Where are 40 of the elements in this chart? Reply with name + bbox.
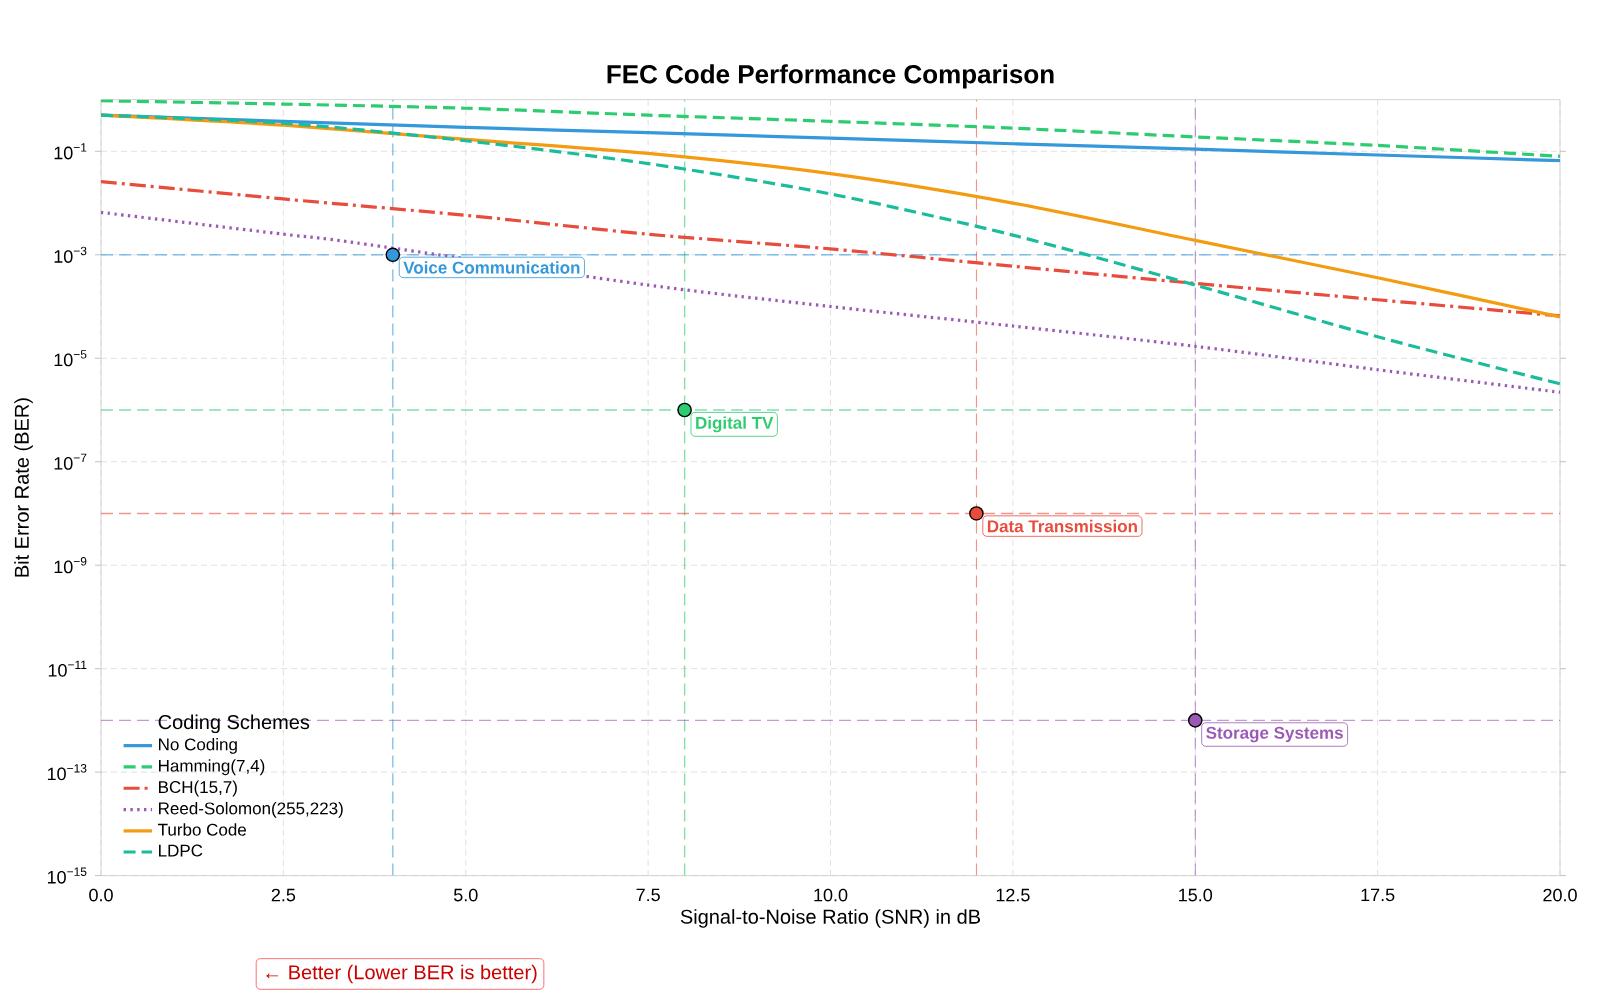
legend-label: LDPC xyxy=(159,844,203,857)
y-tick-label: 10$^{−3}$ xyxy=(54,246,87,263)
point xyxy=(1187,713,1203,728)
annotation: Digital TV xyxy=(696,416,774,433)
line-series xyxy=(101,179,1561,318)
x-tick-label: 7.5 xyxy=(636,888,660,902)
x-tick-label: 15.0 xyxy=(1179,888,1213,902)
x-axis-title: Signal-to-Noise Ratio (SNR) in dB xyxy=(680,909,981,928)
legend-label: Hamming(7,4) xyxy=(159,759,265,776)
point xyxy=(969,506,984,521)
y-axis-title: Bit Error Rate (BER) xyxy=(14,398,33,577)
y-tick-label: 10$^{−11}$ xyxy=(48,660,87,677)
legend-label: Turbo Code xyxy=(158,823,246,836)
legend-label: BCH(15,7) xyxy=(159,780,237,797)
y-tick-label: 10$^{−5}$ xyxy=(54,350,87,367)
legend-label: Reed-Solomon(255,223) xyxy=(159,801,343,818)
x-tick-label: 20.0 xyxy=(1543,888,1577,902)
x-tick-label: 2.5 xyxy=(271,888,296,902)
annotation: Data Transmission xyxy=(987,519,1137,533)
text: ← Better (Lower BER is better) xyxy=(266,964,537,984)
annotation: Voice Communication xyxy=(403,261,580,274)
x-tick-label: 17.5 xyxy=(1361,888,1395,902)
point xyxy=(677,402,692,418)
x-tick-label: 10.0 xyxy=(814,888,848,902)
x-tick-label: 5.0 xyxy=(453,888,478,902)
legend-title: Coding Schemes xyxy=(158,714,310,734)
legend-label: No Coding xyxy=(159,737,237,754)
x-tick-label: 12.5 xyxy=(996,888,1030,902)
line-series xyxy=(101,99,1561,158)
chart-title: FEC Code Performance Comparison xyxy=(607,64,1054,89)
y-tick-label: 10$^{−13}$ xyxy=(47,764,87,781)
point xyxy=(385,247,401,263)
y-tick-label: 10$^{−1}$ xyxy=(54,143,87,160)
line-series xyxy=(101,210,1561,394)
line-series xyxy=(101,113,1561,386)
y-tick-label: 10$^{−15}$ xyxy=(47,867,87,884)
y-tick-label: 10$^{−7}$ xyxy=(54,453,87,470)
y-tick-label: 10$^{−9}$ xyxy=(54,557,87,574)
annotation: Storage Systems xyxy=(1206,726,1343,743)
x-tick-label: 0.0 xyxy=(89,888,113,902)
